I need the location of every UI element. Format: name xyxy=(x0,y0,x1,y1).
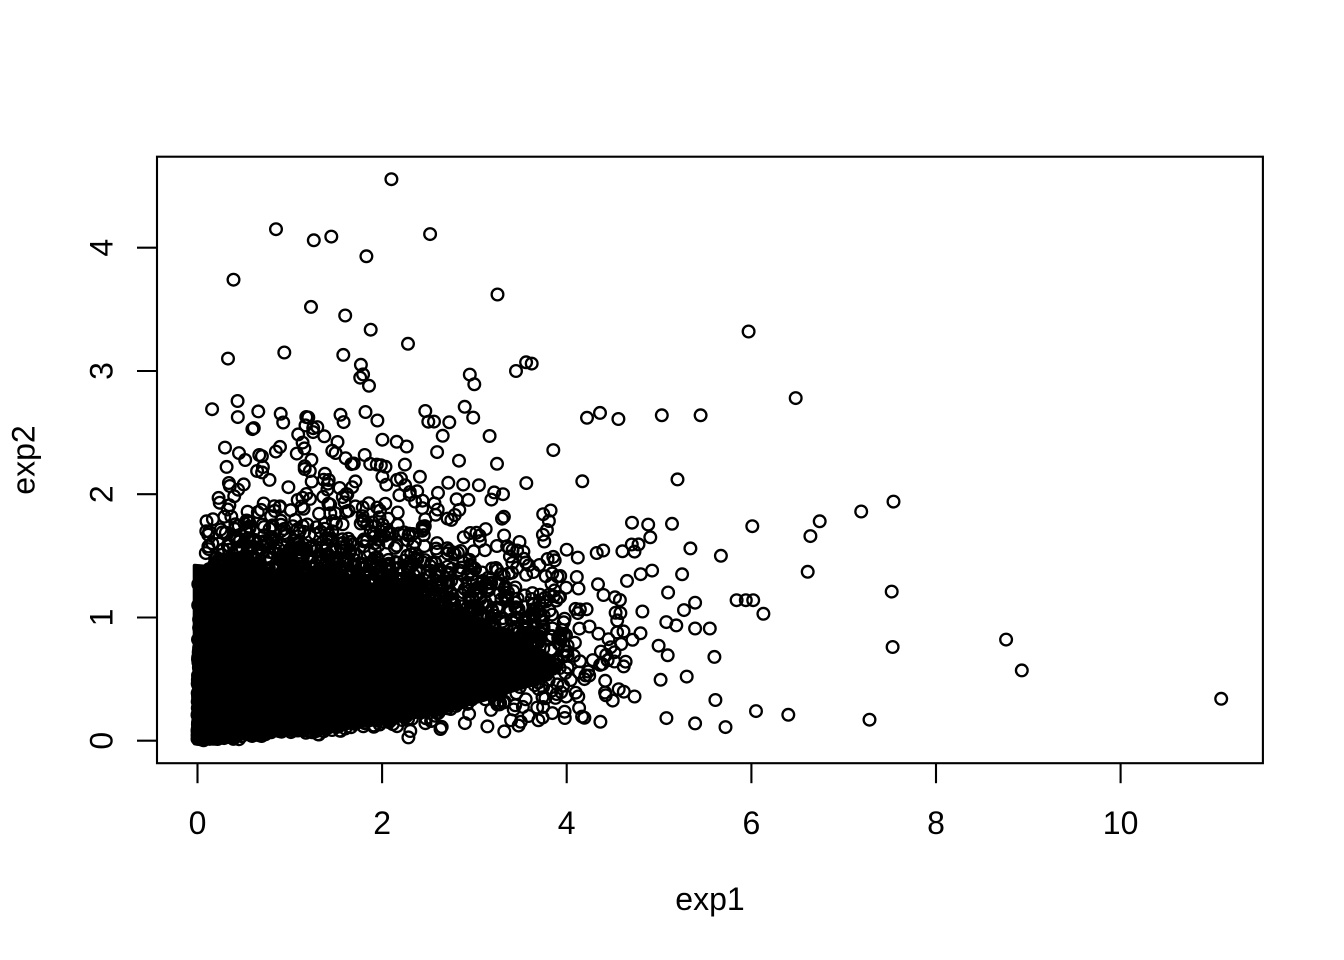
svg-text:8: 8 xyxy=(927,805,945,841)
svg-text:4: 4 xyxy=(84,239,120,257)
svg-text:6: 6 xyxy=(743,805,761,841)
svg-text:exp1: exp1 xyxy=(675,881,744,917)
svg-text:2: 2 xyxy=(84,485,120,503)
svg-text:0: 0 xyxy=(84,732,120,750)
svg-text:1: 1 xyxy=(84,609,120,627)
svg-text:4: 4 xyxy=(558,805,576,841)
svg-text:10: 10 xyxy=(1103,805,1139,841)
svg-text:3: 3 xyxy=(84,362,120,380)
svg-text:exp2: exp2 xyxy=(6,425,42,494)
svg-text:2: 2 xyxy=(373,805,391,841)
svg-text:0: 0 xyxy=(189,805,207,841)
